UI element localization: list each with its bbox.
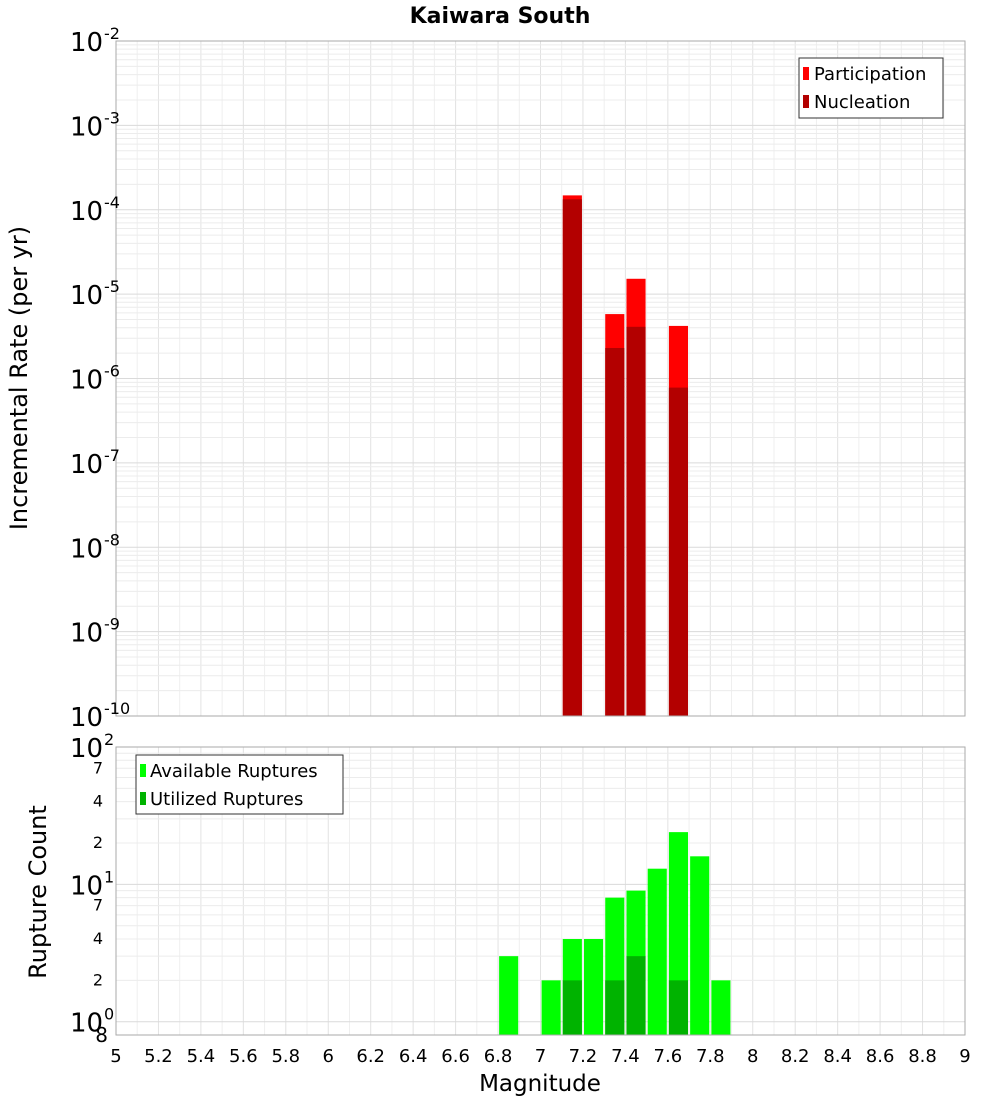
top-y-tick-exponent: -2 xyxy=(104,24,120,43)
x-tick-label: 5.4 xyxy=(187,1046,216,1067)
x-tick-label: 8.6 xyxy=(866,1046,895,1067)
bottom-y-tick-base: 10 xyxy=(70,871,103,901)
available-ruptures-bar xyxy=(584,939,604,1035)
chart-title: Kaiwara South xyxy=(410,4,591,29)
available-ruptures-bar xyxy=(711,980,731,1035)
top-y-tick-base: 10 xyxy=(70,28,103,58)
top-y-tick-exponent: -3 xyxy=(104,108,120,127)
top-y-tick-base: 10 xyxy=(70,534,103,564)
top-y-tick-exponent: -7 xyxy=(104,446,120,465)
bottom-legend-label: Available Ruptures xyxy=(150,761,318,782)
x-axis-label: Magnitude xyxy=(479,1071,601,1097)
bottom-chart xyxy=(115,746,966,1036)
utilized-ruptures-bar xyxy=(605,980,625,1035)
x-tick-label: 7.8 xyxy=(696,1046,725,1067)
x-tick-label: 6.6 xyxy=(441,1046,470,1067)
bottom-y-tick-label: 7 xyxy=(93,758,103,777)
utilized-ruptures-bar xyxy=(668,980,689,1035)
top-legend-box xyxy=(798,57,944,119)
bottom-y-tick-label: 2 xyxy=(93,833,103,852)
bottom-y-axis-label: Rupture Count xyxy=(24,805,52,979)
top-y-tick-base: 10 xyxy=(70,703,103,733)
x-tick-label: 6.2 xyxy=(356,1046,385,1067)
bottom-legend-swatch xyxy=(140,764,146,777)
bottom-legend-box xyxy=(135,754,344,815)
x-tick-label: 6.4 xyxy=(399,1046,428,1067)
utilized-ruptures-bar xyxy=(562,980,582,1035)
top-y-tick-exponent: -6 xyxy=(104,362,120,381)
bottom-y-tick-exponent: 0 xyxy=(104,1005,114,1024)
x-tick-label: 7.4 xyxy=(611,1046,640,1067)
nucleation-bar xyxy=(562,199,582,716)
top-y-tick-base: 10 xyxy=(70,450,103,480)
bottom-legend-label: Utilized Ruptures xyxy=(150,789,303,810)
x-tick-label: 5.6 xyxy=(229,1046,258,1067)
top-y-tick-base: 10 xyxy=(70,197,103,227)
bottom-y-tick-exponent: 1 xyxy=(104,867,114,886)
bottom-y-tick-label: 4 xyxy=(93,792,103,811)
top-y-tick-base: 10 xyxy=(70,112,103,142)
top-plot-border xyxy=(115,40,966,717)
bottom-y-tick-label: 7 xyxy=(93,896,103,915)
top-legend-label: Participation xyxy=(814,64,926,85)
bottom-plot-border xyxy=(115,746,966,1036)
utilized-ruptures-bar xyxy=(626,956,646,1035)
nucleation-bar xyxy=(626,326,646,716)
x-tick-label: 7.6 xyxy=(654,1046,683,1067)
x-tick-label: 5 xyxy=(110,1046,121,1067)
x-tick-label: 8 xyxy=(747,1046,758,1067)
top-y-tick-exponent: -5 xyxy=(104,277,120,296)
nucleation-bar xyxy=(668,387,689,716)
available-ruptures-bar xyxy=(541,980,561,1035)
bottom-y-tick-base: 10 xyxy=(70,734,103,764)
x-tick-label: 7.2 xyxy=(569,1046,598,1067)
bottom-y-tick-label: 2 xyxy=(93,970,103,989)
top-y-tick-base: 10 xyxy=(70,366,103,396)
bottom-y-tick-label: 4 xyxy=(93,929,103,948)
x-tick-label: 5.2 xyxy=(144,1046,173,1067)
top-legend-swatch xyxy=(803,67,809,80)
top-legend-label: Nucleation xyxy=(814,92,910,113)
bottom-y-min-label: 8 xyxy=(95,1023,108,1047)
top-y-axis-label: Incremental Rate (per yr) xyxy=(5,226,33,530)
top-y-tick-exponent: -8 xyxy=(104,530,120,549)
top-y-tick-base: 10 xyxy=(70,281,103,311)
bottom-legend-swatch xyxy=(140,792,146,805)
top-y-tick-base: 10 xyxy=(70,619,103,649)
x-tick-label: 8.8 xyxy=(908,1046,937,1067)
x-tick-label: 6 xyxy=(323,1046,334,1067)
x-tick-label: 9 xyxy=(959,1046,970,1067)
available-ruptures-bar xyxy=(690,856,710,1035)
x-tick-label: 8.4 xyxy=(823,1046,852,1067)
available-ruptures-bar xyxy=(647,868,667,1035)
top-y-tick-exponent: -9 xyxy=(104,615,120,634)
top-chart xyxy=(115,40,966,717)
x-tick-label: 8.2 xyxy=(781,1046,810,1067)
nucleation-bar xyxy=(605,347,625,716)
x-tick-label: 7 xyxy=(535,1046,546,1067)
top-y-tick-exponent: -4 xyxy=(104,193,120,212)
top-legend-swatch xyxy=(803,95,809,108)
x-tick-label: 6.8 xyxy=(484,1046,513,1067)
bottom-y-tick-exponent: 2 xyxy=(104,730,114,749)
top-y-tick-exponent: -10 xyxy=(104,699,130,718)
x-tick-label: 5.8 xyxy=(271,1046,300,1067)
bottom-y-tick-base: 10 xyxy=(70,1009,103,1039)
available-ruptures-bar xyxy=(499,956,519,1035)
